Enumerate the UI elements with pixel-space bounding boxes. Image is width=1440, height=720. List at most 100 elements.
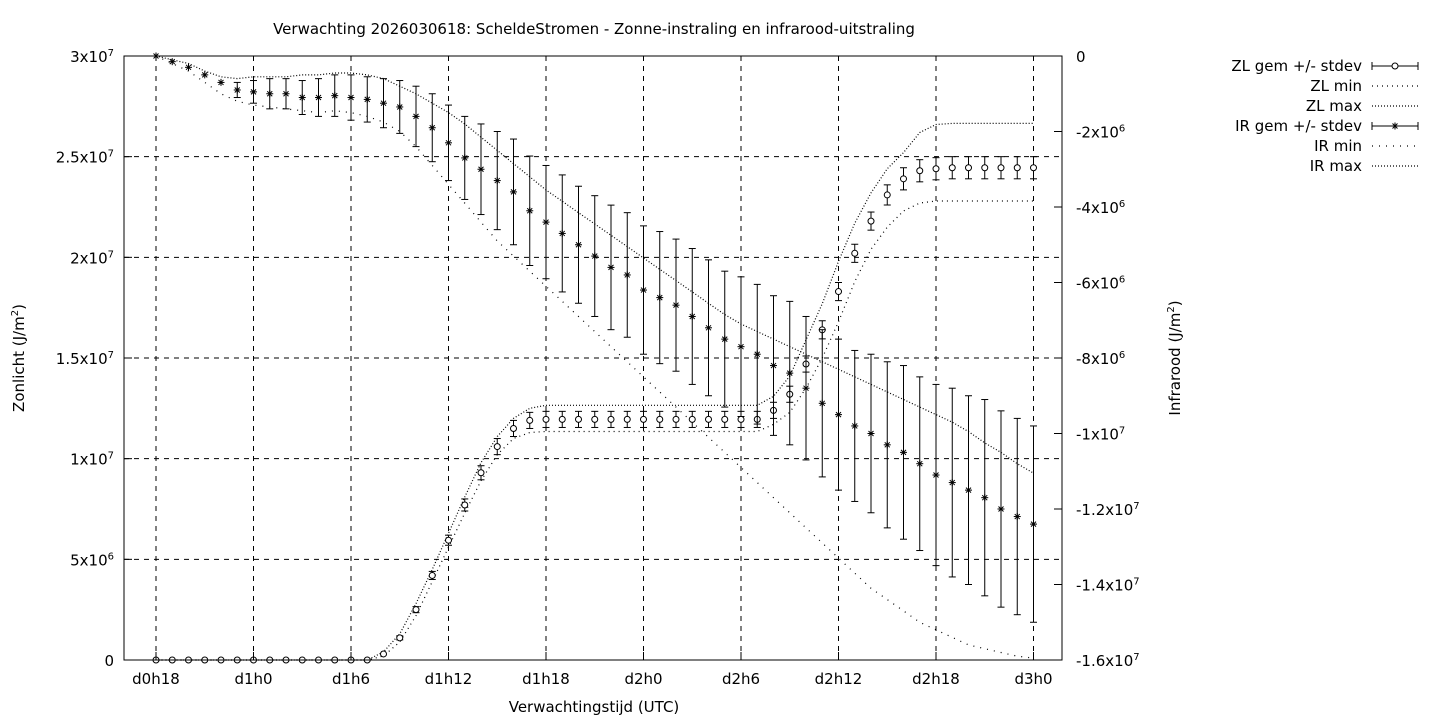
data-point bbox=[1030, 425, 1037, 623]
data-point bbox=[558, 410, 566, 428]
data-point bbox=[981, 399, 989, 597]
data-point bbox=[786, 300, 794, 446]
y-axis-right: 0 -2x106 -4x106 -6x106 -8x106 -1x107 -1.2x107 -… bbox=[1054, 48, 1140, 670]
series-layer bbox=[152, 52, 1037, 664]
data-point bbox=[705, 259, 712, 397]
data-point bbox=[835, 282, 842, 302]
data-point bbox=[168, 58, 176, 66]
data-point bbox=[900, 167, 907, 191]
data-point bbox=[396, 80, 404, 134]
data-point bbox=[883, 361, 891, 529]
y-left-tick-label: 2x107 bbox=[70, 249, 114, 267]
data-point bbox=[916, 159, 924, 183]
data-point bbox=[640, 225, 647, 355]
data-point bbox=[672, 238, 680, 372]
data-point bbox=[656, 231, 664, 365]
data-point bbox=[770, 295, 777, 436]
legend-entry: ZL min bbox=[1310, 77, 1418, 95]
data-point bbox=[558, 174, 566, 293]
data-point bbox=[721, 270, 729, 408]
data-point bbox=[493, 131, 501, 231]
data-point bbox=[900, 365, 907, 540]
x-tick-label: d3h0 bbox=[1014, 670, 1052, 688]
x-tick-label: d2h0 bbox=[624, 670, 662, 688]
data-point bbox=[753, 283, 761, 425]
y-left-tick-label: 0 bbox=[104, 652, 114, 670]
data-point bbox=[818, 329, 826, 478]
data-point bbox=[802, 315, 810, 461]
data-point bbox=[948, 387, 956, 578]
data-point bbox=[835, 338, 842, 491]
x-tick-label: d2h6 bbox=[722, 670, 760, 688]
legend: ZL gem +/- stdev ZL min ZL max IR gem +/- s… bbox=[1231, 57, 1419, 175]
x-tick-label: d1h0 bbox=[234, 670, 272, 688]
x-tick-label: d0h18 bbox=[132, 670, 180, 688]
data-point bbox=[510, 419, 517, 438]
y-right-tick-label: -1.2x107 bbox=[1076, 501, 1140, 519]
legend-label: IR max bbox=[1310, 157, 1362, 175]
data-point bbox=[526, 411, 534, 429]
data-point bbox=[867, 211, 875, 231]
data-point bbox=[948, 156, 956, 180]
grid bbox=[124, 55, 1062, 661]
data-point bbox=[575, 185, 582, 304]
y-right-tick-label: -1x107 bbox=[1076, 426, 1125, 444]
data-point bbox=[461, 115, 469, 200]
x-axis-label: Verwachtingstijd (UTC) bbox=[509, 698, 680, 716]
data-point bbox=[688, 248, 696, 385]
data-point bbox=[363, 76, 371, 123]
y-left-tick-label: 1x107 bbox=[70, 451, 114, 469]
x-axis: d0h18 d1h0 d1h6 d1h12 d1h18 d2h0 d2h6 d2h12 d2h1… bbox=[132, 652, 1053, 688]
data-point bbox=[640, 410, 647, 428]
data-point bbox=[477, 465, 485, 481]
data-point bbox=[526, 155, 534, 267]
data-point bbox=[380, 650, 387, 658]
data-point bbox=[412, 85, 420, 148]
data-point bbox=[445, 534, 452, 546]
data-point bbox=[623, 212, 631, 338]
data-point bbox=[575, 410, 582, 428]
y-axis-right-label: Infrarood (J/m2) bbox=[1166, 300, 1184, 415]
data-point bbox=[347, 74, 355, 121]
y-axis-left-label: Zonlicht (J/m2) bbox=[10, 304, 28, 412]
y-axis-left: 0 5x106 1x107 1.5x107 2x107 2.5x107 3x107 bbox=[56, 48, 132, 670]
legend-label: ZL gem +/- stdev bbox=[1231, 57, 1362, 75]
data-point bbox=[932, 383, 940, 567]
data-point bbox=[380, 78, 387, 129]
data-point bbox=[981, 156, 989, 180]
data-point bbox=[542, 410, 550, 428]
data-point bbox=[1013, 156, 1021, 180]
data-point bbox=[591, 195, 599, 317]
data-point bbox=[1030, 156, 1037, 180]
data-point bbox=[445, 104, 452, 182]
data-point bbox=[672, 410, 680, 428]
series-line-4 bbox=[155, 55, 1034, 659]
y-right-tick-label: -8x106 bbox=[1076, 350, 1125, 368]
chart-title: Verwachting 2026030618: ScheldeStromen -… bbox=[273, 20, 915, 38]
y-right-tick-label: -2x106 bbox=[1076, 124, 1125, 142]
data-point bbox=[510, 138, 517, 246]
data-point bbox=[1013, 417, 1021, 616]
data-point bbox=[428, 570, 436, 580]
data-point bbox=[542, 164, 550, 280]
data-point bbox=[282, 78, 290, 110]
data-point bbox=[997, 156, 1005, 180]
legend-entry: IR min bbox=[1314, 137, 1418, 155]
data-point bbox=[266, 78, 274, 110]
x-tick-label: d2h12 bbox=[815, 670, 863, 688]
data-point bbox=[250, 80, 257, 104]
data-point bbox=[883, 184, 891, 206]
data-point bbox=[932, 157, 940, 181]
y-right-tick-label: 0 bbox=[1076, 48, 1086, 66]
data-point bbox=[185, 63, 192, 71]
legend-label: ZL min bbox=[1310, 77, 1362, 95]
y-left-tick-label: 2.5x107 bbox=[56, 149, 114, 167]
y-left-tick-label: 3x107 bbox=[70, 48, 114, 66]
data-point bbox=[867, 353, 875, 514]
x-tick-label: d1h6 bbox=[332, 670, 370, 688]
x-tick-label: d2h18 bbox=[912, 670, 960, 688]
y-right-tick-label: -6x106 bbox=[1076, 275, 1125, 293]
y-left-tick-label: 5x106 bbox=[70, 551, 114, 569]
data-point bbox=[493, 438, 501, 456]
data-point bbox=[412, 606, 420, 614]
